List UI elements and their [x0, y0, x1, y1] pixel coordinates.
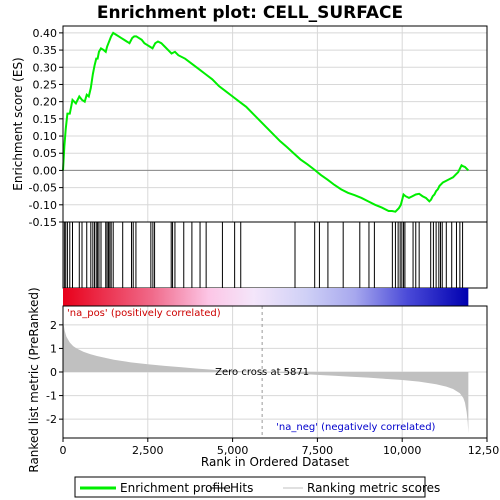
x-axis: 0 2,500 5,000 7,500 10,000 12,500: [60, 438, 500, 457]
es-y-tick-label: 0.35: [33, 44, 58, 57]
es-y-tick-label: 0.00: [33, 164, 58, 177]
legend-box: [74, 476, 426, 498]
metric-y-tick-label: 1: [50, 342, 57, 355]
es-y-tick-label: 0.25: [33, 78, 58, 91]
positive-correlation-label: 'na_pos' (positively correlated): [67, 308, 221, 319]
chart-title: Enrichment plot: CELL_SURFACE: [97, 3, 403, 23]
rank-color-bar: [63, 288, 469, 306]
hit-marks: [63, 222, 464, 288]
es-y-axis-label: Enrichment score (ES): [11, 57, 25, 190]
x-tick-label: 2,500: [132, 444, 164, 457]
es-y-ticks: -0.15 -0.10 -0.05 0.00 0.05 0.10 0.15 0.20 0.25 0…: [29, 27, 63, 229]
metric-y-tick-label: -1: [46, 390, 57, 403]
es-y-tick-label: 0.05: [33, 147, 58, 160]
legend-label: Enrichment profile: [120, 481, 231, 495]
es-y-tick-label: 0.15: [33, 113, 58, 126]
es-y-tick-label: 0.10: [33, 130, 58, 143]
es-y-tick-label: -0.10: [29, 199, 57, 212]
x-tick-label: 7,500: [302, 444, 334, 457]
hits-panel: [62, 221, 488, 289]
x-tick-label: 12,500: [468, 444, 500, 457]
metric-y-tick-label: -2: [46, 413, 57, 426]
legend-label: Hits: [230, 481, 253, 495]
rank-gradient: [63, 288, 469, 306]
es-y-tick-label: 0.30: [33, 61, 58, 74]
metric-y-axis-label: Ranked list metric (PreRanked): [27, 287, 41, 472]
es-y-tick-label: -0.05: [29, 182, 57, 195]
hits-panel-frame: [62, 221, 488, 289]
negative-correlation-label: 'na_neg' (negatively correlated): [276, 422, 435, 433]
metric-panel: 'na_pos' (positively correlated) Zero cr…: [27, 287, 488, 473]
x-axis-label: Rank in Ordered Dataset: [201, 455, 349, 469]
x-tick-label: 10,000: [383, 444, 422, 457]
es-y-tick-label: 0.40: [33, 27, 58, 40]
legend: Enrichment profile Hits Ranking metric sco…: [74, 476, 440, 498]
es-y-tick-label: 0.20: [33, 96, 58, 109]
legend-items: Enrichment profile Hits Ranking metric sco…: [80, 481, 440, 495]
zero-cross-label: Zero cross at 5871: [215, 367, 309, 378]
es-panel: -0.15 -0.10 -0.05 0.00 0.05 0.10 0.15 0.20 0.25 0…: [11, 25, 488, 229]
x-tick-label: 5,000: [217, 444, 249, 457]
es-panel-frame: [62, 25, 488, 223]
ranking-metric-area: [63, 313, 469, 434]
x-tick-label: 0: [60, 444, 67, 457]
metric-y-tick-label: 2: [50, 319, 57, 332]
es-y-tick-label: -0.15: [29, 216, 57, 229]
es-gridlines: [63, 26, 487, 223]
metric-y-tick-label: 0: [50, 366, 57, 379]
legend-label: Ranking metric scores: [307, 481, 440, 495]
enrichment-profile-line: [62, 31, 470, 213]
metric-y-ticks: -2 -1 0 1 2: [46, 319, 63, 426]
